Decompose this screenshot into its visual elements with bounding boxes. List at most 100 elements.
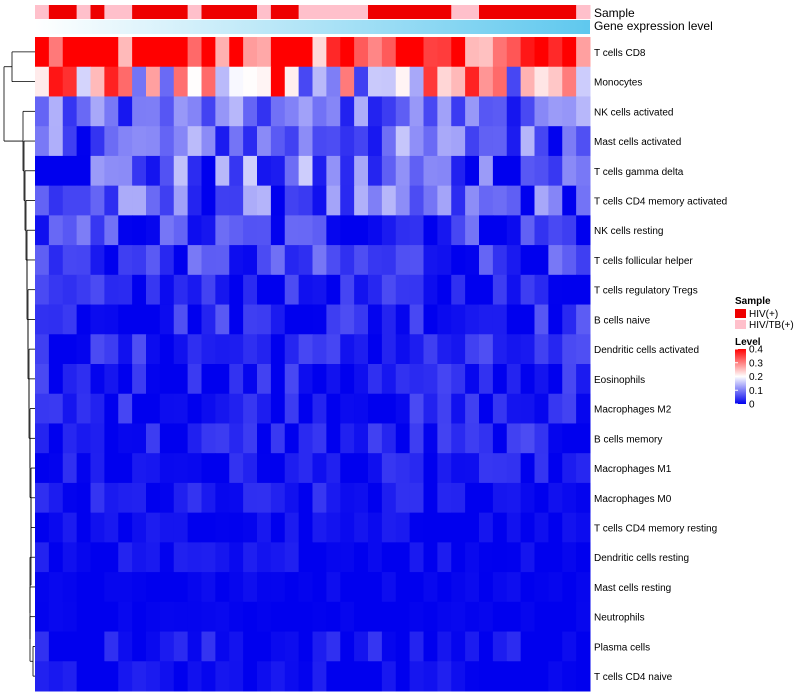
heatmap-cell — [146, 572, 161, 603]
heatmap-cell — [90, 453, 105, 484]
heatmap-cell — [201, 364, 216, 395]
heatmap-cell — [562, 66, 577, 97]
row-label: T cells CD4 memory activated — [594, 197, 727, 208]
heatmap-cell — [104, 482, 119, 514]
heatmap-cell — [451, 512, 466, 543]
row-label: T cells gamma delta — [594, 167, 684, 178]
heatmap-cell — [326, 393, 341, 424]
heatmap-cell — [90, 245, 105, 276]
heatmap-cell — [465, 542, 480, 573]
heatmap-cell — [146, 631, 161, 662]
heatmap-cell — [409, 601, 424, 633]
heatmap-cell — [451, 334, 466, 365]
row-label: Monocytes — [594, 78, 642, 89]
heatmap-cell — [326, 601, 341, 633]
heatmap-cell — [312, 66, 327, 97]
heatmap-cell — [35, 185, 50, 216]
heatmap-cell — [437, 601, 452, 633]
heatmap-cell — [409, 482, 424, 514]
heatmap-cell — [312, 661, 327, 692]
sample-annotation-cell — [159, 5, 175, 19]
heatmap-cell — [451, 126, 466, 157]
heatmap-cell — [257, 661, 272, 692]
heatmap-cell — [368, 304, 383, 335]
heatmap-cell — [284, 661, 300, 692]
heatmap-cell — [368, 453, 383, 484]
heatmap-cell — [409, 37, 424, 68]
heatmap-cell — [48, 66, 64, 97]
heatmap-cell — [465, 66, 480, 97]
heatmap-cell — [298, 126, 313, 157]
heatmap-cell — [104, 661, 119, 692]
heatmap-cell — [326, 66, 341, 97]
heatmap-cell — [465, 185, 480, 216]
heatmap-cell — [132, 126, 147, 157]
heatmap-cell — [201, 423, 216, 454]
heatmap-cell — [35, 601, 50, 633]
heatmap-cell — [187, 423, 202, 454]
sample-annotation-cell — [257, 5, 272, 19]
heatmap-cell — [48, 601, 64, 633]
heatmap-cell — [159, 274, 175, 306]
heatmap-cell — [201, 96, 216, 127]
heatmap-cell — [132, 423, 147, 454]
heatmap-cell — [492, 126, 508, 157]
heatmap-cell — [257, 572, 272, 603]
heatmap-cell — [118, 512, 133, 543]
heatmap-cell — [409, 572, 424, 603]
row-label: B cells naive — [594, 315, 651, 326]
heatmap-cell — [159, 423, 175, 454]
sample-annotation-cell — [451, 5, 466, 19]
heatmap-cell — [257, 37, 272, 68]
heatmap-cell — [354, 66, 369, 97]
heatmap-cell — [354, 512, 369, 543]
heatmap-cell — [562, 334, 577, 365]
heatmap-cell — [534, 96, 549, 127]
heatmap-cell — [479, 512, 494, 543]
heatmap-cell — [173, 453, 189, 484]
heatmap-cell — [270, 572, 286, 603]
heatmap-cell — [215, 364, 230, 395]
heatmap-cell — [270, 542, 286, 573]
heatmap-cell — [368, 631, 383, 662]
heatmap-cell — [243, 364, 258, 395]
legend-colorbar — [735, 349, 746, 404]
heatmap-cell — [35, 334, 50, 365]
heatmap-cell — [451, 631, 466, 662]
heatmap-cell — [187, 126, 202, 157]
heatmap-cell — [146, 542, 161, 573]
heatmap-cell — [395, 453, 411, 484]
heatmap-cell — [257, 185, 272, 216]
heatmap-cell — [284, 364, 300, 395]
heatmap-cell — [395, 96, 411, 127]
heatmap-cell — [409, 126, 424, 157]
heatmap-cell — [132, 482, 147, 514]
heatmap-cell — [284, 66, 300, 97]
heatmap-cell — [548, 453, 563, 484]
heatmap-cell — [492, 66, 508, 97]
heatmap-cell — [76, 364, 91, 395]
heatmap-cell — [492, 274, 508, 306]
heatmap-cell — [104, 96, 119, 127]
heatmap-cell — [243, 126, 258, 157]
heatmap-cell — [326, 572, 341, 603]
heatmap-cell — [423, 66, 438, 97]
heatmap-cell — [576, 37, 591, 68]
row-label: Plasma cells — [594, 642, 650, 653]
heatmap-cell — [576, 155, 591, 187]
heatmap-cell — [465, 453, 480, 484]
heatmap-cell — [548, 96, 563, 127]
heatmap-cell — [520, 364, 535, 395]
legend-tick-label: 0.3 — [749, 358, 763, 369]
heatmap-cell — [187, 453, 202, 484]
sample-annotation-cell — [340, 5, 355, 19]
heatmap-cell — [479, 393, 494, 424]
row-label: Dendritic cells resting — [594, 553, 689, 564]
sample-annotation-cell — [90, 5, 105, 19]
heatmap-cell — [146, 482, 161, 514]
heatmap-cell — [201, 572, 216, 603]
heatmap-cell — [90, 512, 105, 543]
heatmap-cell — [395, 304, 411, 335]
sample-annotation-cell — [576, 5, 591, 19]
heatmap-cell — [354, 601, 369, 633]
